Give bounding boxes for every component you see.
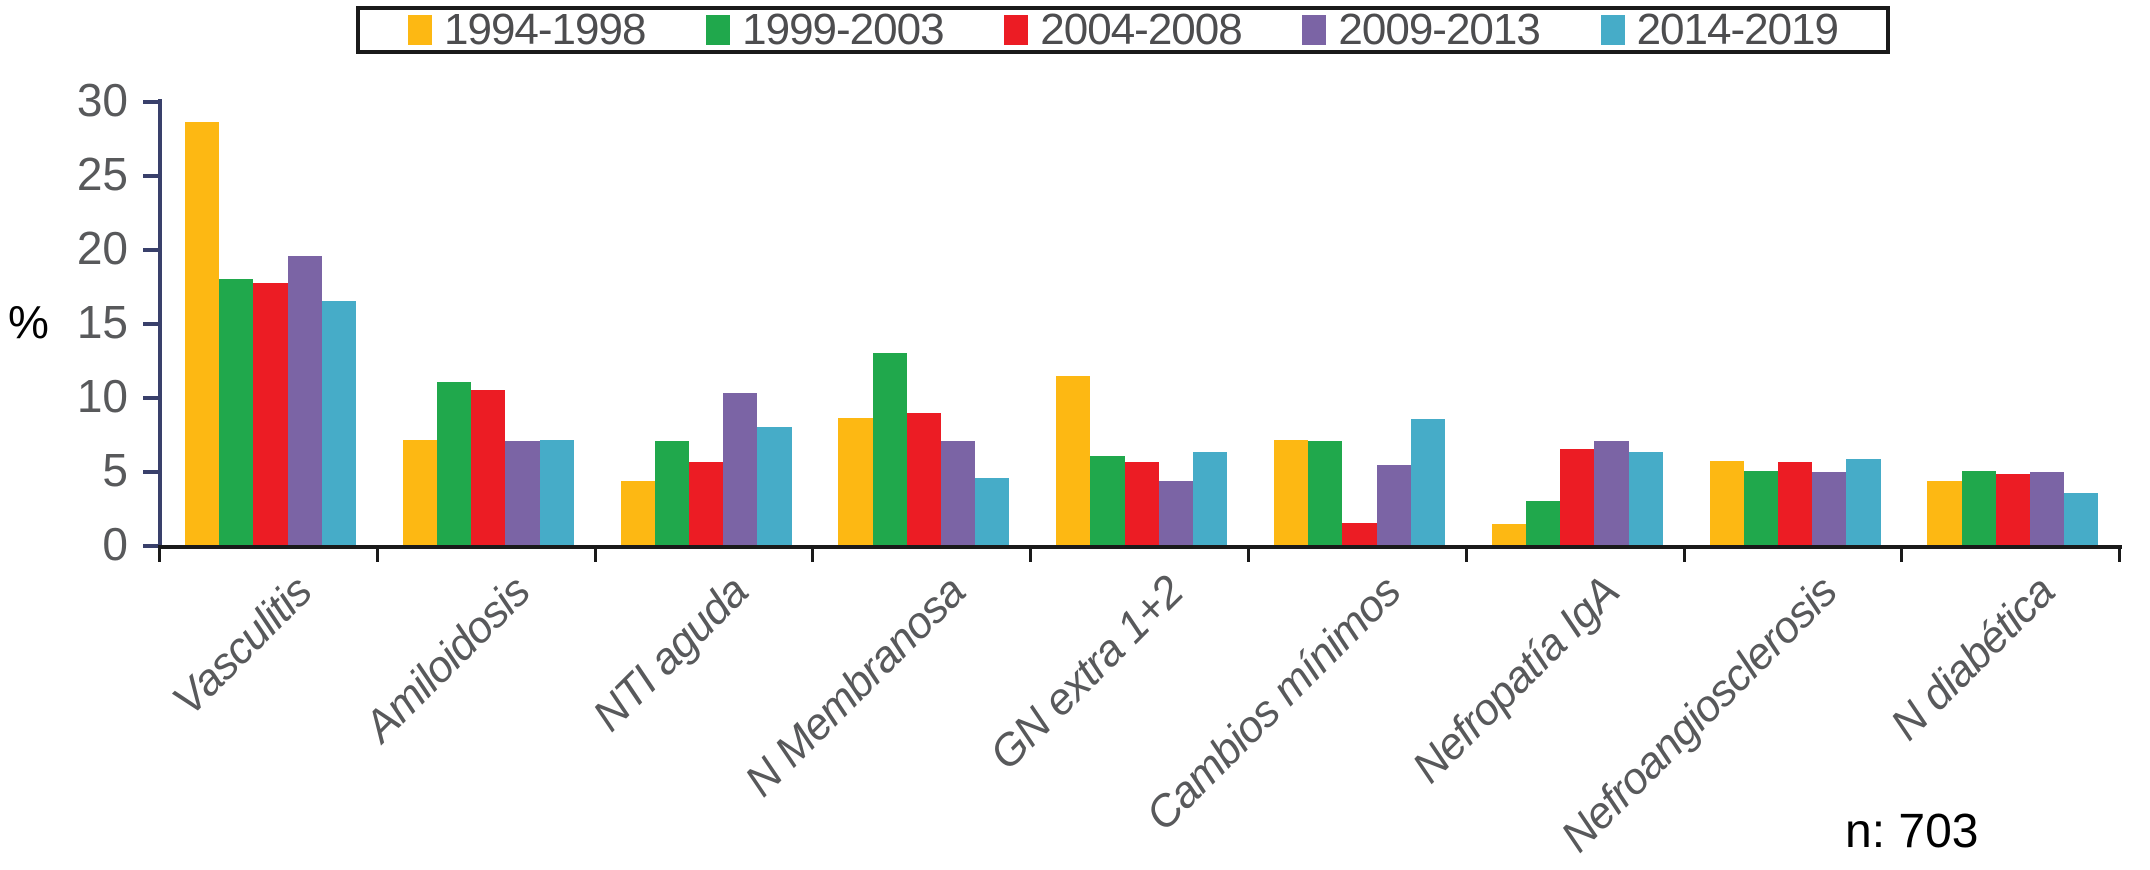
x-label: Amiloidosis: [354, 567, 539, 752]
bar-Nefropatía IgA-2014-2019: [1628, 451, 1663, 545]
x-axis-tick-mark: [811, 549, 815, 562]
x-axis-tick-mark: [1464, 549, 1468, 562]
y-axis-line: [158, 99, 162, 549]
sample-size-annotation: n: 703: [1845, 805, 1979, 858]
bar-Amiloidosis-1994-1998: [402, 439, 437, 545]
x-label: Vasculitis: [163, 567, 322, 725]
bar-NTI aguda-2004-2008: [689, 462, 724, 545]
legend-item: 1994-1998: [408, 5, 646, 55]
chart-legend: 1994-1998 1999-2003 2004-2008 2009-2013 2014…: [356, 5, 1890, 55]
x-label: N diabética: [1881, 567, 2064, 750]
bar-Vasculitis-1999-2003: [219, 278, 254, 545]
x-axis-tick-mark: [1247, 549, 1250, 562]
x-label: N Membranosa: [735, 567, 975, 806]
x-label: Nefropatía IgA: [1402, 567, 1628, 793]
legend-item: 2014-2019: [1600, 5, 1839, 55]
legend-swatch-1994-1998: [408, 15, 432, 45]
bar-N Membranosa-2014-2019: [975, 478, 1010, 545]
bar-Nefropatía IgA-2009-2013: [1594, 441, 1629, 545]
legend-label: 2004-2008: [1040, 5, 1242, 54]
legend-swatch-2004-2008: [1004, 15, 1029, 45]
y-tick-mark: [143, 100, 158, 104]
x-axis-tick-mark: [593, 549, 597, 562]
bar-N diabética-2014-2019: [2064, 493, 2099, 545]
legend-swatch-2009-2013: [1302, 15, 1327, 45]
legend-item: 2009-2013: [1302, 5, 1541, 55]
bar-NTI aguda-2014-2019: [757, 426, 792, 545]
legend-swatch-2014-2019: [1600, 15, 1625, 45]
bar-Amiloidosis-2014-2019: [539, 439, 574, 545]
y-tick-label: 20: [76, 222, 128, 274]
legend-label: 1994-1998: [444, 5, 646, 54]
bar-Amiloidosis-2009-2013: [505, 441, 540, 545]
bar-N diabética-1999-2003: [1961, 471, 1996, 545]
bar-Nefroangiosclerosis-2014-2019: [1846, 459, 1881, 545]
y-tick-label: 5: [102, 444, 128, 496]
x-axis-tick-mark: [1682, 549, 1686, 562]
y-tick-label: 30: [76, 74, 128, 126]
x-axis-tick-mark: [1029, 549, 1033, 562]
bar-Nefroangiosclerosis-2004-2008: [1778, 462, 1813, 545]
y-tick-mark: [143, 174, 158, 178]
y-tick-mark: [143, 248, 158, 252]
bar-GN extra 1+2-1994-1998: [1056, 376, 1091, 545]
bar-Cambios mínimos-1999-2003: [1308, 441, 1343, 545]
legend-item: 1999-2003: [706, 5, 945, 55]
legend-swatch-1999-2003: [706, 15, 731, 45]
bar-NTI aguda-2009-2013: [723, 392, 758, 545]
x-axis-tick-mark: [375, 549, 379, 562]
bar-Nefropatía IgA-1999-2003: [1526, 500, 1561, 545]
x-axis-tick-mark: [1900, 549, 1904, 562]
bar-Nefroangiosclerosis-1999-2003: [1743, 471, 1778, 545]
bar-Cambios mínimos-2014-2019: [1410, 419, 1445, 545]
y-tick-label: 10: [76, 370, 128, 422]
bar-Nefropatía IgA-2004-2008: [1560, 448, 1595, 545]
bar-N Membranosa-1994-1998: [838, 417, 873, 545]
bar-Nefropatía IgA-1994-1998: [1491, 524, 1526, 545]
legend-label: 2014-2019: [1636, 5, 1839, 54]
bar-Vasculitis-2014-2019: [321, 300, 356, 545]
legend-item: 2004-2008: [1004, 5, 1243, 55]
bar-Cambios mínimos-1994-1998: [1274, 439, 1309, 545]
bar-Cambios mínimos-2009-2013: [1376, 465, 1411, 545]
y-tick-label: 25: [76, 148, 128, 200]
y-tick-label: 15: [76, 296, 128, 348]
bar-Cambios mínimos-2004-2008: [1342, 522, 1377, 545]
bar-GN extra 1+2-2009-2013: [1158, 481, 1193, 545]
y-tick-mark: [143, 396, 158, 400]
bar-Vasculitis-2009-2013: [287, 256, 322, 545]
y-tick-mark: [143, 322, 158, 326]
legend-label: 1999-2003: [742, 5, 944, 54]
x-label: GN extra 1+2: [980, 567, 1193, 780]
bar-N diabética-2004-2008: [1995, 473, 2030, 545]
x-label: NTI aguda: [583, 567, 757, 741]
bar-Nefroangiosclerosis-1994-1998: [1709, 460, 1744, 545]
bar-NTI aguda-1994-1998: [620, 481, 655, 545]
bar-Nefroangiosclerosis-2009-2013: [1812, 472, 1847, 545]
y-tick-label: 0: [102, 518, 128, 570]
y-tick-mark: [143, 470, 158, 474]
x-axis-tick-mark: [158, 549, 161, 562]
bar-NTI aguda-1999-2003: [654, 441, 689, 545]
bar-Amiloidosis-2004-2008: [471, 389, 506, 545]
legend-label: 2009-2013: [1338, 5, 1540, 54]
x-axis-line: [158, 545, 2123, 549]
bar-GN extra 1+2-1999-2003: [1090, 456, 1125, 545]
y-axis-title: %: [8, 296, 49, 348]
bar-Vasculitis-1994-1998: [185, 121, 220, 545]
bar-Vasculitis-2004-2008: [253, 283, 288, 545]
bar-N diabética-1994-1998: [1927, 481, 1962, 545]
bar-Amiloidosis-1999-2003: [437, 382, 472, 545]
bar-N Membranosa-1999-2003: [872, 352, 907, 545]
bar-N diabética-2009-2013: [2030, 472, 2065, 545]
bar-N Membranosa-2004-2008: [906, 413, 941, 545]
x-axis-tick-mark: [2118, 549, 2122, 562]
bar-GN extra 1+2-2004-2008: [1124, 462, 1159, 545]
y-tick-mark: [143, 544, 158, 548]
bar-N Membranosa-2009-2013: [941, 441, 976, 545]
bar-GN extra 1+2-2014-2019: [1193, 451, 1228, 545]
